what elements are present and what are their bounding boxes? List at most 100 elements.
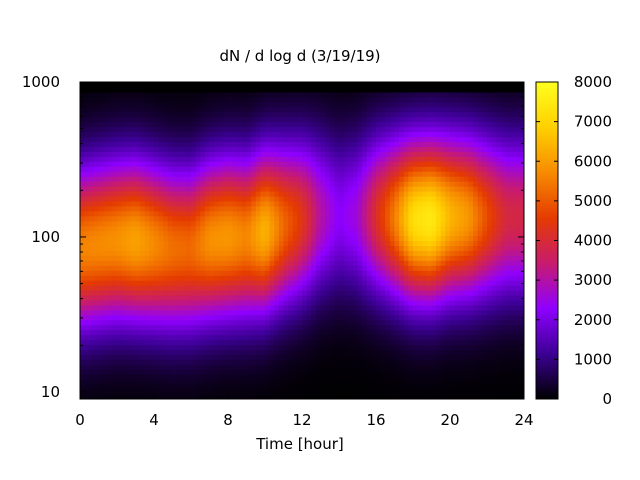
heatmap-cell bbox=[422, 294, 428, 301]
heatmap-cell bbox=[417, 240, 423, 247]
heatmap-cell bbox=[117, 101, 123, 108]
heatmap-cell bbox=[403, 374, 409, 380]
heatmap-cell bbox=[278, 364, 285, 370]
heatmap-cell bbox=[288, 349, 294, 356]
heatmap-cell bbox=[200, 200, 206, 207]
heatmap-cell bbox=[200, 230, 206, 237]
heatmap-cell bbox=[228, 101, 234, 108]
heatmap-cell bbox=[112, 136, 118, 143]
heatmap-cell bbox=[246, 141, 252, 147]
heatmap-cell bbox=[339, 106, 345, 113]
heatmap-cell bbox=[200, 354, 206, 360]
heatmap-cell bbox=[269, 96, 275, 103]
heatmap-cell bbox=[195, 131, 201, 138]
heatmap-cell bbox=[149, 294, 155, 301]
heatmap-cell bbox=[218, 359, 224, 365]
heatmap-cell bbox=[288, 260, 294, 266]
heatmap-cell bbox=[255, 166, 261, 172]
heatmap-cell bbox=[288, 116, 294, 123]
heatmap-cell bbox=[385, 394, 391, 399]
heatmap-cell bbox=[399, 384, 405, 390]
heatmap-cell bbox=[218, 334, 224, 341]
heatmap-cell bbox=[140, 294, 146, 301]
heatmap-cell bbox=[107, 250, 113, 256]
heatmap-cell bbox=[98, 106, 104, 113]
heatmap-cell bbox=[357, 215, 363, 222]
heatmap-cell bbox=[135, 200, 141, 207]
heatmap-cell bbox=[357, 294, 363, 301]
heatmap-cell bbox=[362, 275, 368, 281]
heatmap-cell bbox=[394, 146, 400, 152]
heatmap-cell bbox=[251, 151, 257, 157]
heatmap-cell bbox=[144, 141, 150, 147]
heatmap-cell bbox=[274, 156, 280, 162]
heatmap-cell bbox=[292, 270, 298, 276]
heatmap-cell bbox=[163, 364, 169, 370]
heatmap-cell bbox=[399, 394, 405, 399]
heatmap-cell bbox=[278, 200, 285, 207]
heatmap-cell bbox=[107, 230, 113, 237]
heatmap-cell bbox=[126, 339, 132, 346]
heatmap-cell bbox=[269, 324, 275, 331]
heatmap-cell bbox=[107, 181, 113, 187]
heatmap-cell bbox=[292, 215, 298, 222]
heatmap-cell bbox=[320, 349, 326, 356]
heatmap-cell bbox=[209, 324, 215, 331]
heatmap-cell bbox=[117, 131, 123, 138]
heatmap-cell bbox=[80, 200, 86, 207]
heatmap-cell bbox=[343, 384, 349, 390]
heatmap-cell bbox=[376, 186, 382, 192]
heatmap-cell bbox=[251, 364, 257, 370]
heatmap-cell bbox=[436, 166, 442, 172]
heatmap-cell bbox=[126, 270, 132, 276]
heatmap-cell bbox=[126, 294, 132, 301]
heatmap-cell bbox=[112, 394, 118, 399]
heatmap-cell bbox=[181, 111, 187, 118]
heatmap-cell bbox=[98, 319, 104, 326]
heatmap-cell bbox=[389, 294, 396, 301]
heatmap-cell bbox=[93, 101, 100, 108]
heatmap-cell bbox=[278, 171, 285, 177]
heatmap-cell bbox=[274, 280, 280, 286]
heatmap-cell bbox=[140, 349, 146, 356]
heatmap-cell bbox=[394, 161, 400, 167]
heatmap-cell bbox=[232, 260, 238, 266]
heatmap-cell bbox=[422, 171, 428, 177]
heatmap-cell bbox=[89, 171, 95, 177]
heatmap-cell bbox=[357, 181, 363, 187]
heatmap-cell bbox=[237, 126, 243, 133]
heatmap-cell bbox=[84, 136, 90, 143]
heatmap-cell bbox=[357, 319, 363, 326]
heatmap-cell bbox=[84, 379, 90, 385]
heatmap-cell bbox=[403, 334, 409, 341]
heatmap-cell bbox=[140, 220, 146, 227]
heatmap-cell bbox=[436, 146, 442, 152]
heatmap-cell bbox=[431, 299, 437, 306]
heatmap-cell bbox=[80, 250, 86, 256]
heatmap-cell bbox=[93, 260, 100, 266]
heatmap-cell bbox=[98, 166, 104, 172]
heatmap-cell bbox=[403, 255, 409, 261]
heatmap-cell bbox=[431, 250, 437, 256]
heatmap-cell bbox=[362, 190, 368, 197]
heatmap-cell bbox=[121, 116, 127, 123]
heatmap-cell bbox=[339, 82, 345, 88]
heatmap-cell bbox=[417, 205, 423, 212]
heatmap-cell bbox=[158, 334, 164, 341]
heatmap-cell bbox=[158, 299, 164, 306]
heatmap-cell bbox=[181, 369, 187, 375]
heatmap-cell bbox=[343, 126, 349, 133]
heatmap-cell bbox=[426, 334, 433, 341]
heatmap-cell bbox=[357, 190, 363, 197]
heatmap-cell bbox=[126, 309, 132, 316]
heatmap-cell bbox=[399, 91, 405, 98]
heatmap-cell bbox=[366, 319, 372, 326]
heatmap-cell bbox=[306, 230, 312, 237]
heatmap-cell bbox=[223, 82, 229, 88]
heatmap-cell bbox=[325, 265, 331, 271]
heatmap-cell bbox=[366, 146, 372, 152]
heatmap-cell bbox=[241, 126, 248, 133]
heatmap-cell bbox=[172, 116, 178, 123]
heatmap-cell bbox=[389, 344, 396, 351]
heatmap-cell bbox=[265, 126, 271, 133]
